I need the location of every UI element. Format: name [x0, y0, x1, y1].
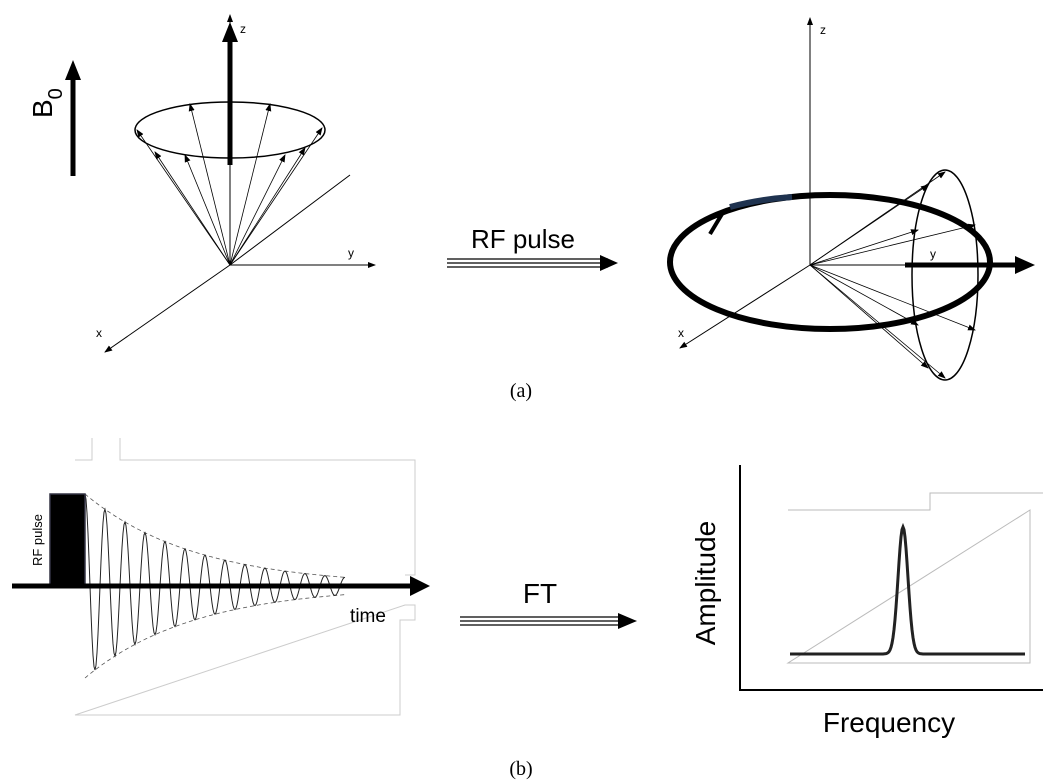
ft-arrow [460, 613, 637, 629]
cone-right [667, 17, 1035, 381]
axis-label: x [96, 326, 102, 340]
arrow-label: FT [523, 578, 557, 609]
axis-label: z [240, 22, 246, 36]
pulse-label: RF pulse [30, 514, 45, 566]
axis-label: Frequency [823, 707, 955, 738]
axis-label: Amplitude [690, 521, 721, 646]
rf-arrow [447, 255, 618, 271]
axis-label: x [678, 326, 684, 340]
field-label: B0 [27, 88, 67, 118]
field-subscript: 0 [45, 88, 67, 99]
field-symbol: B [27, 99, 58, 118]
panel-label: (b) [509, 758, 532, 780]
axis-label: time [350, 606, 386, 627]
cone-left [65, 14, 376, 353]
axis-label: y [930, 247, 936, 261]
arrow-label: RF pulse [471, 224, 575, 254]
axis-label: y [348, 246, 354, 260]
panel-label: (a) [510, 380, 532, 402]
spectrum-plot [739, 465, 1043, 691]
axis-label: z [820, 23, 826, 37]
fid-plot [12, 438, 430, 716]
